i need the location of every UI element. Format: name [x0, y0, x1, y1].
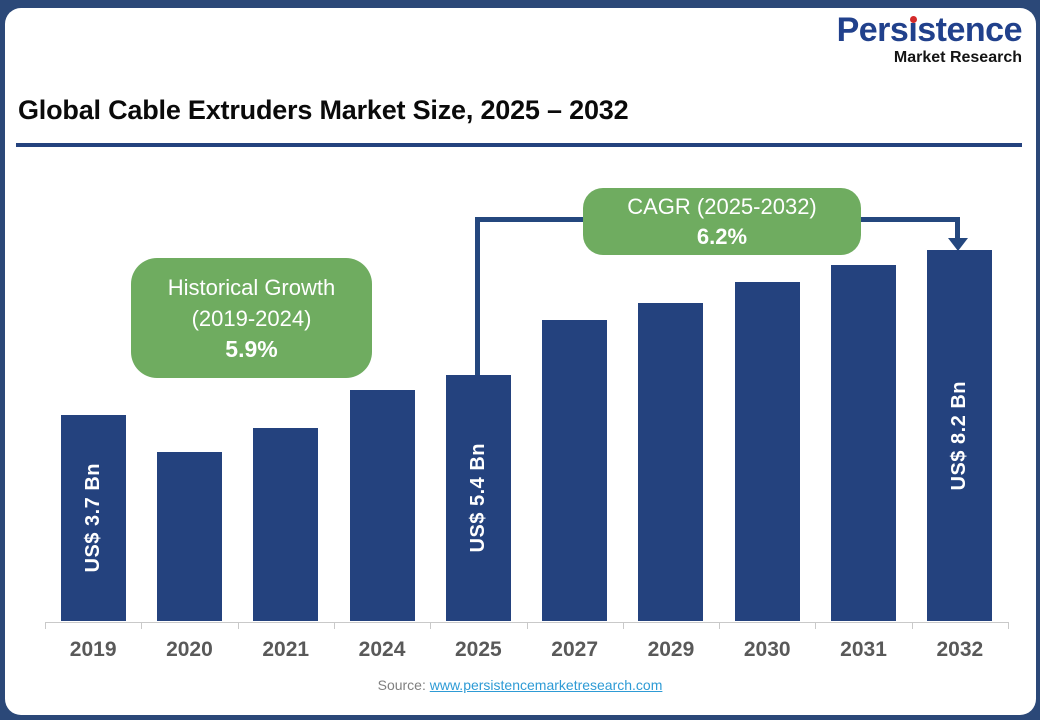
- chart-title: Global Cable Extruders Market Size, 2025…: [18, 95, 629, 125]
- cagr-line1: CAGR (2025-2032): [627, 193, 817, 219]
- logo-text-post: stence: [917, 11, 1022, 49]
- bar-value-label-2025: US$ 5.4 Bn: [466, 443, 489, 553]
- bar-2029: [638, 303, 704, 621]
- title-underline: [16, 143, 1022, 147]
- x-axis-label-2019: 2019: [69, 638, 117, 661]
- source-link[interactable]: www.persistencemarketresearch.com: [429, 677, 663, 693]
- x-axis-label-2024: 2024: [358, 638, 406, 661]
- logo-red-dot-icon: [909, 16, 917, 23]
- bar-2019: US$ 3.7 Bn: [60, 415, 126, 621]
- x-axis-tick: [1008, 622, 1009, 629]
- x-axis-label-2021: 2021: [262, 638, 310, 661]
- logo-letter-i: ı: [908, 13, 917, 47]
- x-axis-tick: [430, 622, 432, 629]
- bar-2032: US$ 8.2 Bn: [927, 250, 993, 621]
- logo-text-pre: Pers: [836, 11, 909, 49]
- source-line: Source: www.persistencemarketresearch.co…: [0, 677, 1040, 693]
- x-axis-label-2027: 2027: [551, 638, 598, 661]
- logo-dotless-i: ı: [908, 11, 918, 49]
- x-axis-label-2032: 2032: [936, 638, 984, 661]
- historical-growth-line2: (2019-2024): [191, 305, 312, 331]
- arrow-down-icon: [948, 238, 968, 251]
- bar-2024: [349, 390, 415, 621]
- bar-2031: [831, 265, 897, 621]
- bar-2025: US$ 5.4 Bn: [445, 375, 511, 621]
- x-axis-tick: [333, 622, 335, 629]
- bar-value-label-2032: US$ 8.2 Bn: [948, 380, 971, 491]
- logo: Persı stence Market Research: [836, 11, 1023, 66]
- x-axis-tick: [911, 622, 913, 629]
- x-axis-label-2020: 2020: [166, 638, 213, 661]
- bar-2030: [734, 282, 800, 621]
- x-axis-tick: [815, 622, 817, 629]
- historical-growth-line1: Historical Growth: [167, 274, 336, 300]
- logo-wordmark: Persı stence: [836, 11, 1023, 49]
- historical-growth-value: 5.9%: [225, 335, 278, 362]
- bracket-line-from-2025-bar: [475, 217, 480, 375]
- bar-value-label-2019: US$ 3.7 Bn: [81, 463, 104, 573]
- x-axis-label-2025: 2025: [454, 638, 502, 661]
- historical-growth-callout: Historical Growth (2019-2024) 5.9%: [131, 258, 372, 378]
- x-axis-label-2029: 2029: [647, 638, 695, 661]
- x-axis-label-2030: 2030: [743, 638, 791, 661]
- x-axis-tick: [526, 622, 528, 629]
- bracket-line-to-2032-bar: [955, 217, 960, 239]
- bar-2027: [542, 320, 608, 621]
- x-axis-tick: [237, 622, 239, 629]
- cagr-value: 6.2%: [696, 223, 748, 249]
- x-axis-label-2031: 2031: [840, 638, 887, 661]
- x-axis-tick: [622, 622, 624, 629]
- x-axis-tick: [141, 622, 143, 629]
- cagr-callout: CAGR (2025-2032) 6.2%: [583, 188, 861, 255]
- x-axis-tick: [45, 622, 46, 629]
- bar-2020: [156, 452, 222, 621]
- x-axis-tick: [719, 622, 721, 629]
- source-label: Source:: [377, 677, 426, 693]
- bar-2021: [253, 428, 319, 621]
- logo-subtitle: Market Research: [893, 49, 1022, 66]
